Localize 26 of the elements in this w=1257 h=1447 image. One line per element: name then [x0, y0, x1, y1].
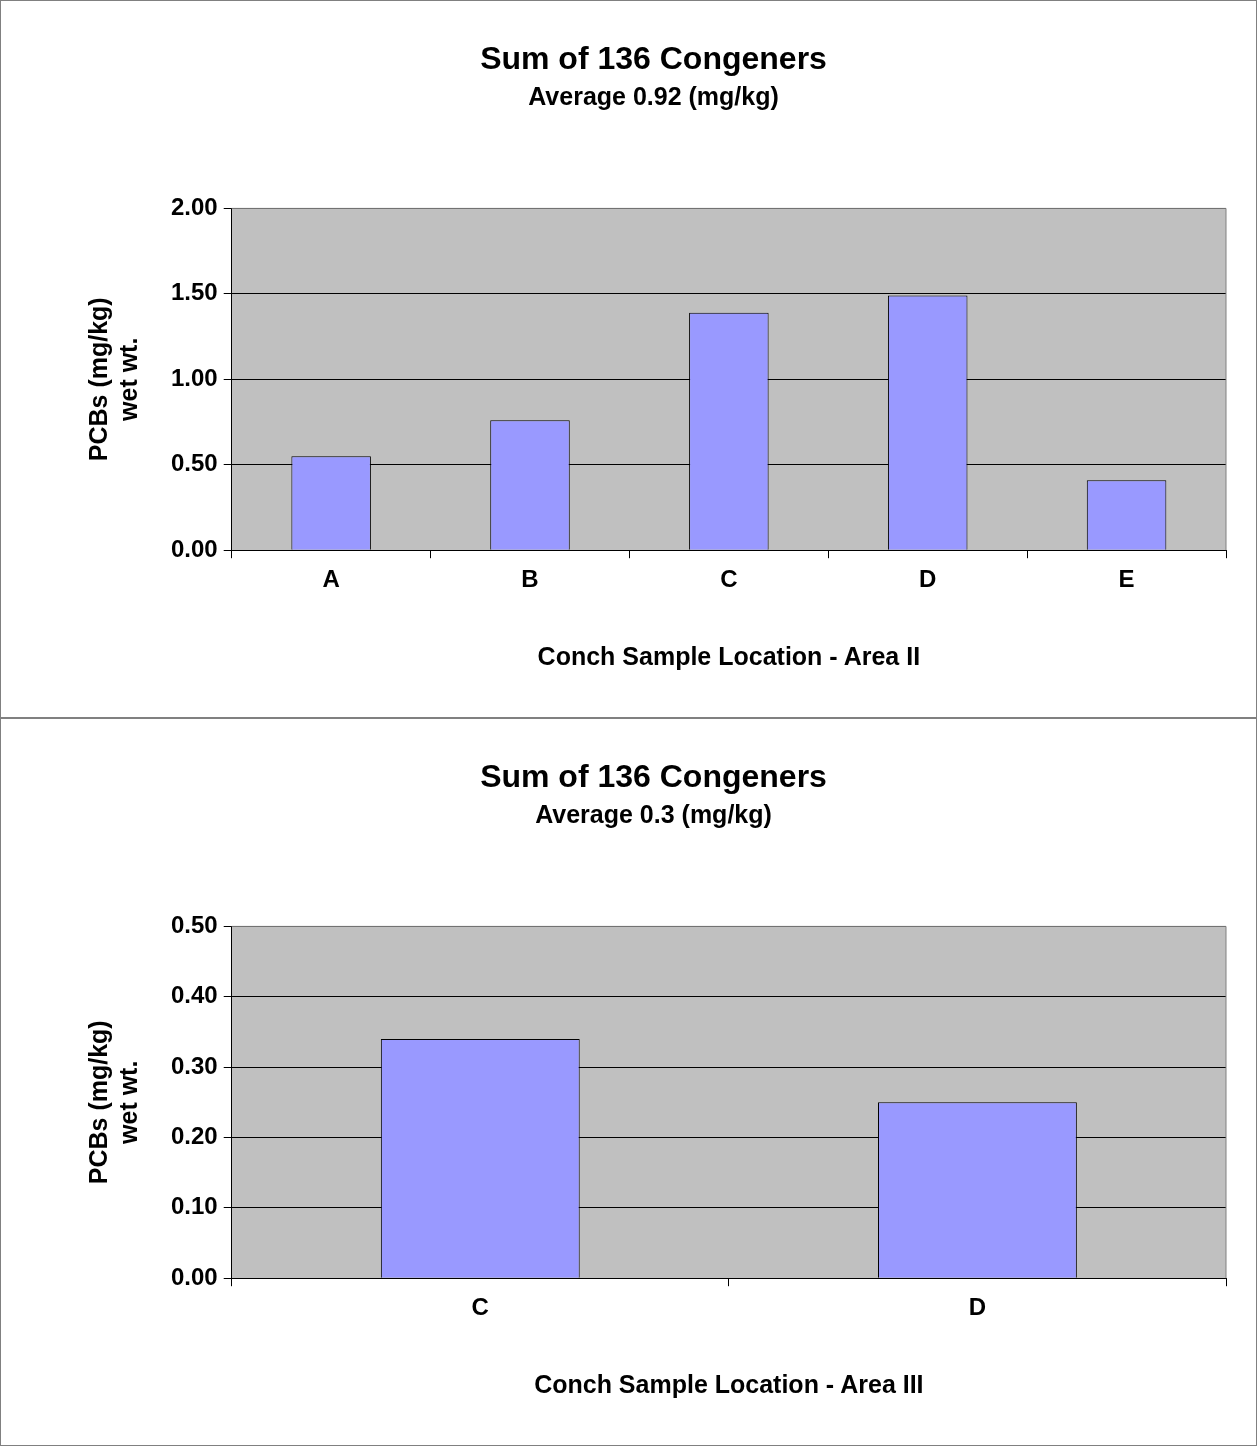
x-tick-label: C — [720, 565, 738, 593]
x-axis-title: Conch Sample Location - Area II — [537, 641, 921, 670]
y-tick-label: 1.00 — [170, 363, 218, 391]
x-tick-label: D — [968, 1293, 987, 1321]
y-tick-label: 0.50 — [170, 911, 218, 939]
x-tick-label: D — [919, 565, 937, 593]
x-tick-label: A — [322, 565, 340, 593]
y-tick-label: 0.20 — [170, 1122, 218, 1150]
chart-title: Sum of 136 Congeners — [480, 40, 827, 77]
x-tick-label: E — [1118, 565, 1135, 593]
x-tick-label: C — [471, 1293, 489, 1321]
y-tick-label: 0.10 — [170, 1192, 218, 1220]
y-tick-label: 0.30 — [170, 1051, 218, 1079]
chart-subtitle: Average 0.92 (mg/kg) — [528, 82, 779, 111]
y-tick-label: 2.00 — [170, 193, 218, 221]
x-tick-label: B — [521, 565, 539, 593]
y-tick-label: 0.00 — [170, 534, 218, 562]
chart-subtitle: Average 0.3 (mg/kg) — [535, 800, 772, 829]
y-tick-label: 1.50 — [170, 278, 218, 306]
y-axis-title: PCBs (mg/kg) wet wt. — [83, 1020, 142, 1185]
y-tick-label: 0.40 — [170, 981, 218, 1009]
y-tick-label: 0.50 — [170, 449, 218, 477]
y-axis-title: PCBs (mg/kg) wet wt. — [83, 297, 142, 462]
y-tick-label: 0.00 — [170, 1262, 218, 1290]
x-axis-title: Conch Sample Location - Area III — [534, 1369, 924, 1398]
chart-title: Sum of 136 Congeners — [480, 758, 827, 795]
